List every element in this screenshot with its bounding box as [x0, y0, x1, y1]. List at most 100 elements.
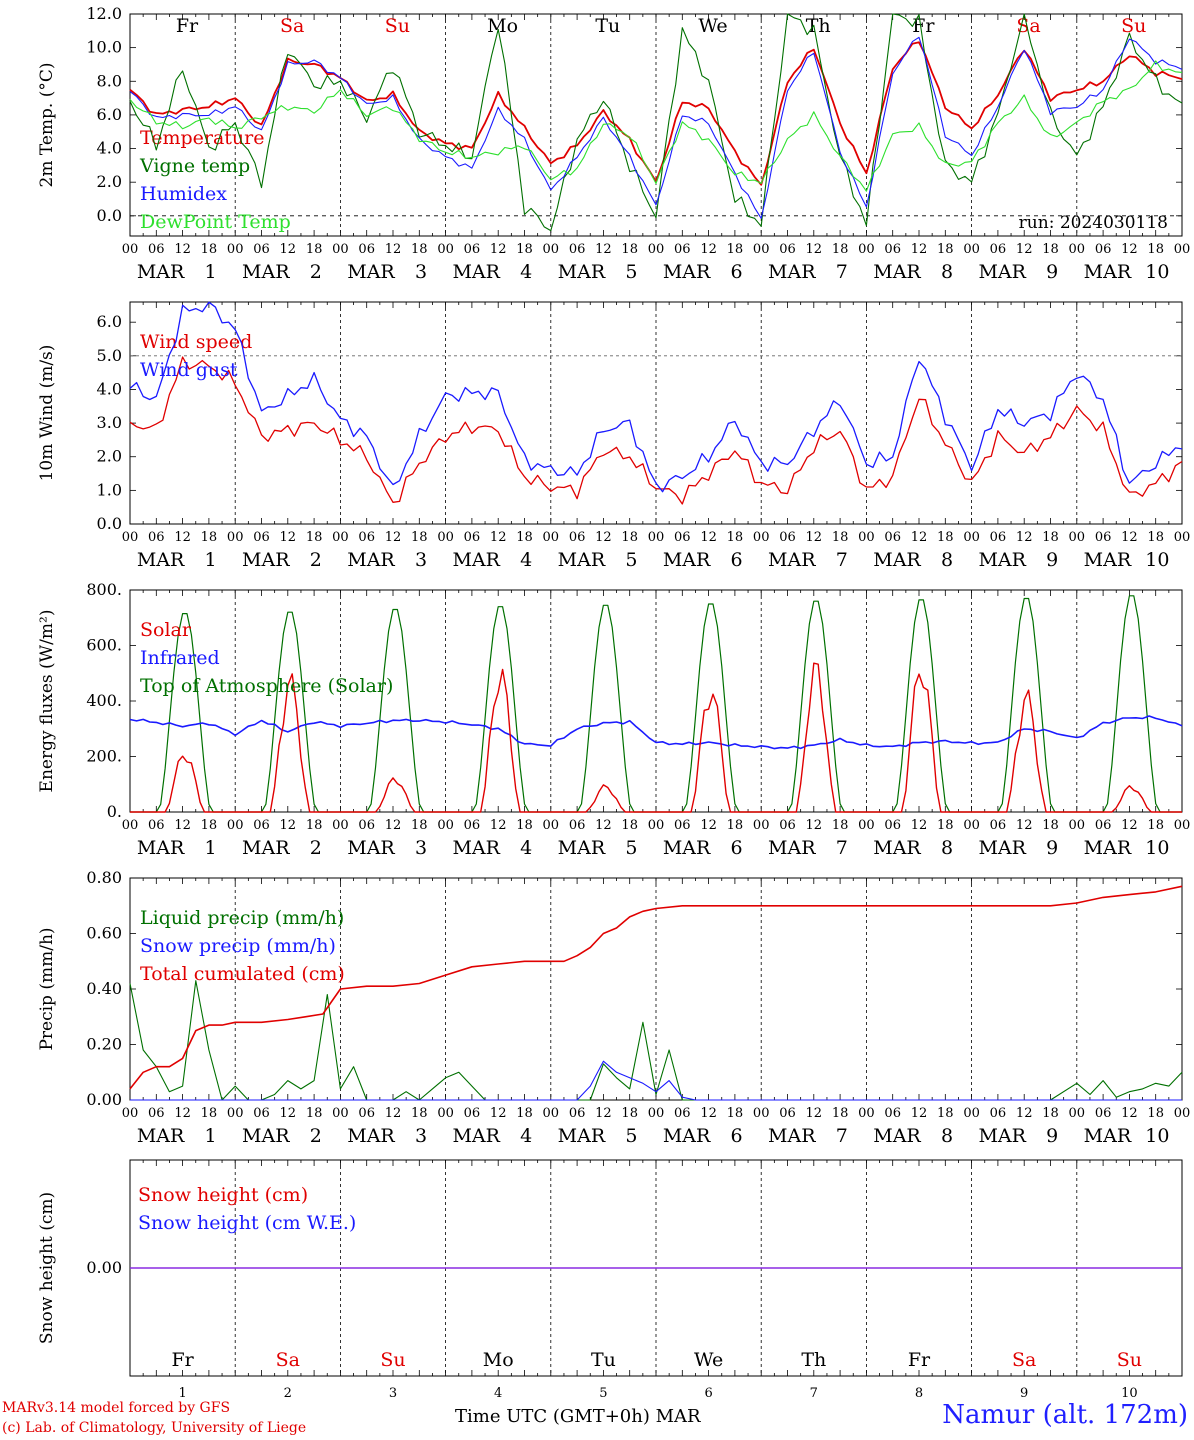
- hour-tick-label: 18: [1147, 818, 1164, 833]
- y-axis-title: Snow height (cm): [37, 1192, 57, 1344]
- hour-tick-label: 12: [280, 530, 297, 545]
- hour-tick-label: 18: [832, 242, 849, 257]
- y-axis-title: Precip (mm/h): [37, 927, 57, 1050]
- weekday-label: Fr: [176, 15, 199, 37]
- precip-series-line: [129, 885, 1183, 1090]
- hour-tick-label: 00: [963, 530, 980, 545]
- y-tick-label: 200.: [86, 747, 122, 766]
- hour-tick-label: 06: [464, 818, 481, 833]
- day-number-label: 3: [415, 837, 427, 859]
- hour-tick-label: 00: [437, 242, 454, 257]
- hour-tick-label: 12: [1016, 818, 1033, 833]
- month-label: MAR: [558, 1125, 606, 1147]
- hour-tick-label: 06: [569, 1106, 586, 1121]
- hour-tick-label: 12: [1016, 530, 1033, 545]
- day-number-label: 3: [415, 1125, 427, 1147]
- month-label: MAR: [558, 837, 606, 859]
- day-number-label: 3: [415, 549, 427, 571]
- hour-tick-label: 12: [1121, 242, 1138, 257]
- hour-tick-label: 06: [569, 530, 586, 545]
- legend-entry: DewPoint Temp: [140, 211, 291, 233]
- day-number-label: 9: [1046, 837, 1058, 859]
- hour-tick-label: 18: [937, 530, 954, 545]
- hour-tick-label: 00: [332, 242, 349, 257]
- month-label: MAR: [768, 261, 816, 283]
- station-label: Namur (alt. 172m): [942, 1400, 1188, 1430]
- hour-tick-label: 00: [543, 1106, 560, 1121]
- day-number-label: 7: [810, 1386, 818, 1400]
- hour-tick-label: 06: [674, 818, 691, 833]
- hour-tick-label: 12: [385, 530, 402, 545]
- month-label: MAR: [347, 549, 395, 571]
- hour-tick-label: 00: [648, 242, 665, 257]
- hour-tick-label: 12: [911, 1106, 928, 1121]
- weekday-label: Fr: [908, 1349, 931, 1371]
- hour-tick-label: 12: [490, 242, 507, 257]
- hour-tick-label: 12: [911, 530, 928, 545]
- day-number-label: 8: [941, 261, 953, 283]
- y-tick-label: 4.0: [97, 379, 122, 398]
- hour-tick-label: 12: [174, 530, 191, 545]
- hour-tick-label: 12: [490, 1106, 507, 1121]
- hour-tick-label: 06: [569, 242, 586, 257]
- hour-tick-label: 06: [884, 818, 901, 833]
- hour-tick-label: 06: [1095, 818, 1112, 833]
- hour-tick-label: 18: [201, 1106, 218, 1121]
- wind-series-line: [129, 356, 1183, 505]
- day-number-label: 1: [205, 549, 217, 571]
- day-number-label: 2: [310, 1125, 322, 1147]
- day-number-label: 1: [205, 261, 217, 283]
- hour-tick-label: 18: [201, 242, 218, 257]
- day-number-label: 5: [625, 549, 637, 571]
- hour-tick-label: 18: [306, 530, 323, 545]
- hour-tick-label: 06: [1095, 1106, 1112, 1121]
- hour-tick-label: 12: [595, 818, 612, 833]
- month-label: MAR: [452, 261, 500, 283]
- hour-tick-label: 06: [148, 1106, 165, 1121]
- hour-tick-label: 06: [253, 530, 270, 545]
- month-label: MAR: [137, 1125, 185, 1147]
- y-tick-label: 800.: [86, 580, 122, 599]
- month-label: MAR: [873, 837, 921, 859]
- temp-series-line: [129, 13, 1183, 232]
- hour-tick-label: 12: [174, 1106, 191, 1121]
- hour-tick-label: 12: [700, 530, 717, 545]
- weekday-label: Su: [380, 1349, 405, 1371]
- day-number-label: 8: [941, 1125, 953, 1147]
- hour-tick-label: 12: [490, 818, 507, 833]
- y-tick-label: 0.: [107, 802, 122, 821]
- credit-model: MARv3.14 model forced by GFS: [2, 1400, 231, 1416]
- hour-tick-label: 06: [148, 242, 165, 257]
- y-tick-label: 0.20: [86, 1035, 122, 1054]
- day-number-label: 6: [731, 1125, 743, 1147]
- day-number-label: 7: [836, 1125, 848, 1147]
- temp-series-line: [129, 41, 1183, 186]
- y-tick-label: 0.00: [86, 1090, 122, 1109]
- y-axis-title: Energy fluxes (W/m²): [37, 610, 57, 793]
- y-tick-label: 6.0: [97, 105, 122, 124]
- day-number-label: 2: [310, 549, 322, 571]
- y-tick-label: 0.60: [86, 924, 122, 943]
- hour-tick-label: 00: [1174, 242, 1191, 257]
- day-number-label: 4: [520, 261, 532, 283]
- hour-tick-label: 00: [1069, 242, 1086, 257]
- month-label: MAR: [242, 549, 290, 571]
- month-label: MAR: [1084, 261, 1132, 283]
- hour-tick-label: 06: [990, 530, 1007, 545]
- hour-tick-label: 12: [700, 818, 717, 833]
- month-label: MAR: [768, 549, 816, 571]
- day-number-label: 8: [941, 837, 953, 859]
- hour-tick-label: 00: [122, 1106, 139, 1121]
- weekday-label: Su: [1117, 1349, 1142, 1371]
- day-number-label: 4: [520, 549, 532, 571]
- hour-tick-label: 18: [1042, 242, 1059, 257]
- hour-tick-label: 06: [358, 530, 375, 545]
- hour-tick-label: 12: [911, 818, 928, 833]
- hour-tick-label: 06: [779, 818, 796, 833]
- run-annotation: run: 2024030118: [1019, 213, 1168, 233]
- hour-tick-label: 06: [148, 818, 165, 833]
- hour-tick-label: 00: [963, 1106, 980, 1121]
- hour-tick-label: 12: [806, 530, 823, 545]
- hour-tick-label: 18: [832, 1106, 849, 1121]
- y-tick-label: 0.0: [97, 514, 122, 533]
